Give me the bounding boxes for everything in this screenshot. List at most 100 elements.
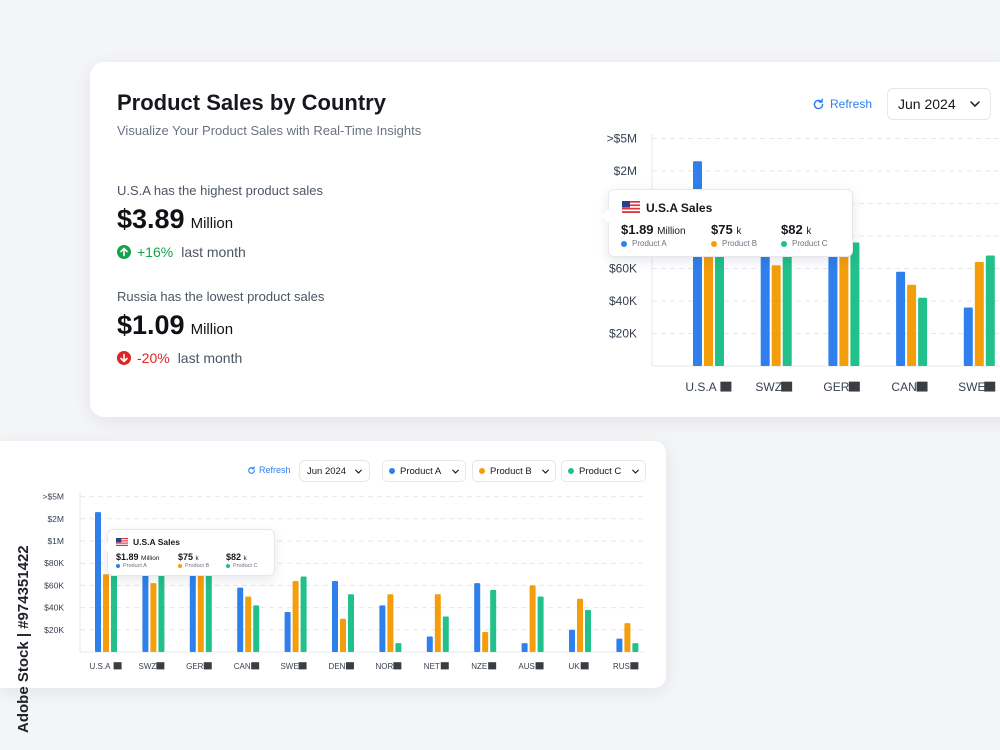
bar-product-c-net[interactable] — [442, 616, 449, 652]
bar-product-b-den[interactable] — [340, 618, 346, 652]
refresh-button-small[interactable]: Refresh — [247, 465, 291, 475]
tooltip-title: U.S.A Sales — [646, 201, 713, 215]
sales-bar-chart-small: >$5M $2M $1M $80K $60K $40K $20K U.S.A SWZ GER CAN… — [43, 491, 644, 671]
bar-product-c-ger[interactable] — [850, 242, 860, 367]
bar-product-b-can[interactable] — [907, 284, 917, 366]
sales-card-large: Product Sales by Country Visualize Your … — [90, 62, 1000, 417]
bar-product-c-ger[interactable] — [205, 567, 212, 652]
tooltip-c-label: Product C — [233, 563, 258, 569]
bar-product-c-rus[interactable] — [632, 643, 639, 652]
highest-sales-amount: $3.89 — [117, 204, 185, 234]
bar-product-c-uk[interactable] — [585, 609, 591, 652]
tooltip-a-value: $1.89 — [621, 222, 654, 237]
country-flag-icon — [203, 662, 212, 670]
bar-product-b-swz[interactable] — [150, 583, 157, 652]
chevron-down-icon — [970, 101, 980, 107]
chevron-down-icon — [355, 469, 362, 474]
bar-product-b-nze[interactable] — [482, 632, 489, 652]
x-tick-label: AUS — [518, 662, 534, 671]
arrow-down-icon — [117, 351, 131, 365]
x-tick-label: SWE — [958, 380, 985, 394]
bar-product-c-aus[interactable] — [537, 596, 544, 653]
bar-product-a-usa[interactable] — [95, 512, 101, 652]
bar-product-b-usa[interactable] — [704, 252, 713, 366]
product-c-dot — [226, 564, 230, 568]
bar-product-c-swz[interactable] — [158, 552, 165, 652]
bar-product-a-can[interactable] — [896, 271, 906, 366]
bar-product-c-can[interactable] — [918, 297, 928, 366]
bar-product-b-ger[interactable] — [839, 239, 849, 366]
highest-sales-label: U.S.A has the highest product sales — [117, 183, 323, 198]
country-flag-icon — [916, 381, 928, 392]
bar-product-b-rus[interactable] — [624, 623, 631, 652]
bar-product-b-aus[interactable] — [529, 585, 536, 652]
date-select[interactable]: Jun 2024 — [887, 88, 991, 120]
country-flag-icon — [781, 381, 793, 392]
x-tick-label: UK — [568, 662, 580, 671]
bar-product-a-net[interactable] — [426, 636, 433, 652]
tooltip-b-value: $75 — [711, 222, 733, 237]
bar-product-a-den[interactable] — [332, 580, 338, 652]
bar-product-a-uk[interactable] — [569, 629, 575, 652]
tooltip-a-label: Product A — [123, 563, 147, 569]
bar-product-a-swe[interactable] — [963, 307, 973, 367]
date-select-small-value: Jun 2024 — [307, 465, 347, 477]
bar-product-a-can[interactable] — [237, 587, 244, 652]
bar-product-b-ger[interactable] — [197, 565, 204, 652]
x-tick-label: GER — [186, 662, 204, 671]
filter-product-b[interactable]: Product B — [472, 460, 556, 482]
country-flag-icon — [393, 662, 402, 670]
country-flag-icon — [156, 662, 165, 670]
date-select-small[interactable]: Jun 2024 — [299, 460, 370, 482]
lowest-sales-label: Russia has the lowest product sales — [117, 289, 325, 304]
highest-sales-value: $3.89 Million — [117, 204, 233, 235]
filter-product-a[interactable]: Product A — [382, 460, 466, 482]
bar-product-c-nze[interactable] — [490, 589, 497, 652]
refresh-button[interactable]: Refresh — [812, 97, 872, 111]
y-tick-label: >$5M — [607, 132, 637, 146]
y-tick-label: $60K — [44, 580, 64, 590]
bar-product-c-usa[interactable] — [111, 574, 117, 652]
bar-product-c-swe[interactable] — [300, 576, 307, 652]
product-b-dot — [711, 240, 717, 247]
sales-tooltip-small: U.S.A Sales $1.89 Million Product A $75 … — [102, 529, 275, 576]
tooltip-a-unit: Million — [141, 555, 160, 562]
country-flag-icon — [251, 662, 260, 670]
bar-product-a-nze[interactable] — [474, 583, 481, 652]
bar-product-b-swz[interactable] — [771, 265, 781, 366]
tooltip-product-a: $1.89 Million Product A — [116, 552, 159, 569]
bar-product-b-can[interactable] — [245, 596, 252, 653]
bar-product-c-can[interactable] — [253, 605, 260, 652]
bar-product-b-nor[interactable] — [387, 594, 394, 652]
y-tick-label: $20K — [609, 327, 637, 341]
bar-product-b-uk[interactable] — [577, 598, 583, 652]
bar-product-b-swe[interactable] — [974, 262, 984, 366]
bar-product-b-usa[interactable] — [103, 574, 109, 652]
highest-sales-unit: Million — [190, 215, 234, 232]
x-tick-label: SWZ — [139, 662, 157, 671]
country-flag-icon — [440, 662, 449, 670]
product-a-dot — [116, 564, 120, 568]
watermark-label: Adobe Stock | #974351422 — [15, 545, 32, 733]
bar-product-b-net[interactable] — [434, 594, 441, 652]
bar-product-b-swe[interactable] — [292, 580, 299, 652]
bar-product-c-nor[interactable] — [395, 643, 402, 652]
filter-product-c[interactable]: Product C — [561, 460, 646, 482]
bar-product-a-aus[interactable] — [521, 643, 528, 652]
product-c-dot — [781, 240, 787, 247]
x-tick-label: GER — [823, 380, 849, 394]
bar-product-a-swe[interactable] — [284, 612, 291, 652]
y-tick-label: $1M — [47, 536, 64, 546]
bar-product-c-usa[interactable] — [715, 252, 724, 366]
y-tick-label: $80K — [44, 558, 64, 568]
tooltip-b-label: Product B — [722, 239, 758, 248]
highest-sales-change: +16% last month — [117, 244, 246, 260]
country-flag-icon — [535, 662, 544, 670]
y-tick-label: >$5M — [43, 492, 65, 502]
tooltip-arrow — [601, 209, 609, 223]
bar-product-a-rus[interactable] — [616, 638, 623, 652]
bar-product-c-swe[interactable] — [985, 255, 995, 367]
bar-product-c-den[interactable] — [348, 594, 354, 652]
bar-product-a-nor[interactable] — [379, 605, 386, 652]
tooltip-c-unit: k — [243, 555, 247, 562]
